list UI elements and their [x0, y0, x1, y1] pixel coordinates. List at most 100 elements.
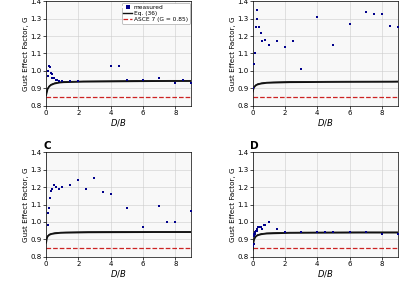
- Point: [262, 37, 269, 42]
- Y-axis label: Gust Effect Factor, G: Gust Effect Factor, G: [23, 16, 29, 91]
- Point: [322, 230, 328, 235]
- Point: [75, 79, 82, 83]
- Point: [83, 187, 90, 191]
- Point: [48, 72, 55, 77]
- Point: [274, 39, 280, 44]
- Point: [140, 77, 146, 82]
- Point: [140, 225, 146, 229]
- Point: [274, 226, 280, 231]
- Point: [250, 244, 256, 248]
- Point: [252, 51, 258, 56]
- Point: [59, 185, 65, 190]
- Point: [250, 86, 256, 91]
- Point: [251, 232, 258, 236]
- Point: [298, 67, 304, 71]
- Point: [252, 232, 259, 236]
- X-axis label: $D/B$: $D/B$: [317, 268, 334, 279]
- Point: [164, 220, 170, 224]
- Point: [45, 69, 52, 73]
- Point: [256, 225, 262, 229]
- Point: [51, 76, 57, 80]
- Point: [259, 226, 266, 231]
- Point: [67, 79, 74, 83]
- Point: [46, 206, 52, 210]
- Point: [99, 190, 106, 195]
- X-axis label: $D/B$: $D/B$: [110, 117, 127, 128]
- Point: [48, 70, 54, 75]
- Point: [56, 79, 62, 83]
- Legend: measured, Eq. (36), ASCE 7 (G = 0.85): measured, Eq. (36), ASCE 7 (G = 0.85): [122, 3, 190, 24]
- Point: [44, 74, 51, 78]
- Point: [54, 77, 60, 82]
- Point: [45, 211, 52, 215]
- Point: [48, 188, 54, 193]
- Point: [51, 183, 57, 188]
- Point: [362, 230, 369, 235]
- Point: [156, 76, 162, 80]
- Point: [282, 230, 288, 235]
- Text: D: D: [250, 141, 258, 151]
- Point: [180, 77, 186, 82]
- Point: [47, 65, 53, 70]
- Point: [253, 228, 260, 233]
- Point: [49, 76, 56, 80]
- Point: [108, 63, 114, 68]
- Point: [395, 25, 400, 30]
- Point: [252, 25, 259, 30]
- Point: [75, 178, 82, 182]
- Point: [91, 176, 98, 181]
- Point: [314, 15, 320, 19]
- Point: [172, 81, 178, 85]
- Point: [124, 206, 130, 210]
- Point: [52, 185, 59, 190]
- Point: [56, 187, 62, 191]
- Point: [188, 209, 195, 214]
- Point: [282, 44, 288, 49]
- Point: [266, 220, 272, 224]
- Point: [330, 43, 336, 47]
- Text: C: C: [43, 141, 51, 151]
- Point: [252, 230, 258, 235]
- Y-axis label: Gust Effect Factor, G: Gust Effect Factor, G: [23, 167, 29, 242]
- Point: [67, 183, 74, 188]
- Point: [255, 225, 262, 229]
- Point: [188, 81, 195, 85]
- Point: [124, 77, 130, 82]
- Point: [362, 10, 369, 14]
- Point: [262, 223, 269, 228]
- Point: [266, 43, 272, 47]
- Point: [314, 230, 320, 235]
- Point: [252, 228, 259, 233]
- Point: [253, 17, 260, 21]
- X-axis label: $D/B$: $D/B$: [317, 117, 334, 128]
- Point: [259, 39, 266, 44]
- Point: [256, 25, 262, 30]
- Point: [250, 242, 257, 247]
- Point: [116, 63, 122, 68]
- Point: [379, 11, 385, 16]
- Point: [251, 233, 257, 238]
- Point: [47, 195, 53, 200]
- Point: [251, 62, 257, 66]
- Point: [290, 39, 296, 44]
- Point: [387, 23, 393, 28]
- Point: [298, 230, 304, 235]
- Point: [346, 230, 353, 235]
- Point: [261, 223, 267, 228]
- Point: [156, 204, 162, 208]
- Point: [52, 77, 59, 82]
- Point: [108, 192, 114, 196]
- Point: [346, 22, 353, 26]
- Point: [49, 187, 56, 191]
- Y-axis label: Gust Effect Factor, G: Gust Effect Factor, G: [230, 167, 236, 242]
- X-axis label: $D/B$: $D/B$: [110, 268, 127, 279]
- Point: [370, 11, 377, 16]
- Point: [258, 30, 264, 35]
- Point: [254, 8, 260, 12]
- Point: [59, 79, 65, 83]
- Point: [379, 232, 385, 236]
- Point: [46, 63, 52, 68]
- Point: [254, 226, 260, 231]
- Point: [44, 223, 51, 228]
- Y-axis label: Gust Effect Factor, G: Gust Effect Factor, G: [230, 16, 236, 91]
